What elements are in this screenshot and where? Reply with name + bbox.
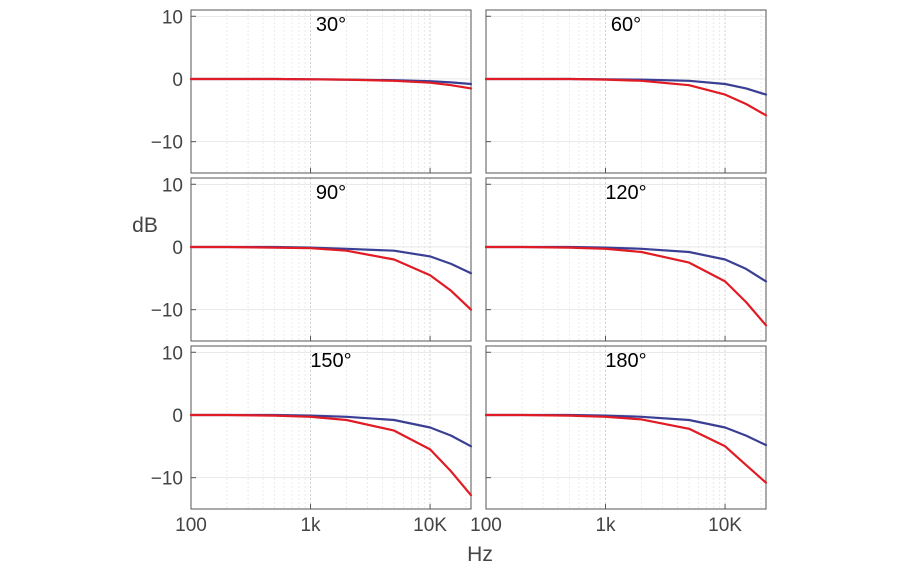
series-line-blue <box>189 245 473 275</box>
x-tick-label: 1k <box>300 515 321 536</box>
y-tick-label: 10 <box>162 7 183 28</box>
x-tick-label: 100 <box>470 515 502 536</box>
y-tick-label: 0 <box>172 406 183 427</box>
panel-title: 30° <box>316 14 346 36</box>
panel-title: 150° <box>310 350 351 372</box>
x-tick-label: 10K <box>413 515 447 536</box>
series-line-blue <box>484 413 768 447</box>
chart-panel: 10 0 −10 90° <box>151 175 473 342</box>
panel-frame <box>190 9 472 174</box>
y-tick-label: −10 <box>151 469 183 490</box>
series-line-blue <box>484 245 768 283</box>
chart-panel: 10 0 −10 30° <box>151 7 473 174</box>
x-axis-title: Hz <box>467 543 493 566</box>
x-tick-label: 100 <box>175 515 207 536</box>
series-line-red <box>484 77 768 117</box>
panel-frame <box>485 345 767 510</box>
panel-frame <box>190 345 472 510</box>
chart-panel: 120° <box>484 177 768 342</box>
panel-frame <box>190 177 472 342</box>
panel-frame <box>485 177 767 342</box>
y-tick-label: 0 <box>172 238 183 259</box>
panel-title: 90° <box>316 182 346 204</box>
series-line-red <box>189 77 473 90</box>
y-tick-label: −10 <box>151 133 183 154</box>
series-line-red <box>189 413 473 497</box>
series-line-red <box>484 245 768 327</box>
chart-panel: 60° <box>484 9 768 174</box>
panel-title: 60° <box>611 14 641 36</box>
y-tick-label: 10 <box>162 343 183 364</box>
y-axis-title: dB <box>132 214 158 237</box>
series-line-red <box>484 413 768 484</box>
y-tick-label: 0 <box>172 70 183 91</box>
panel-title: 180° <box>605 350 646 372</box>
x-tick-label: 1k <box>595 515 616 536</box>
chart-panel: 100 1k 10K 180° <box>470 345 768 536</box>
panel-frame <box>485 9 767 174</box>
y-tick-label: −10 <box>151 301 183 322</box>
panel-title: 120° <box>605 182 646 204</box>
y-tick-label: 10 <box>162 175 183 196</box>
x-tick-label: 10K <box>708 515 742 536</box>
series-line-red <box>189 245 473 311</box>
